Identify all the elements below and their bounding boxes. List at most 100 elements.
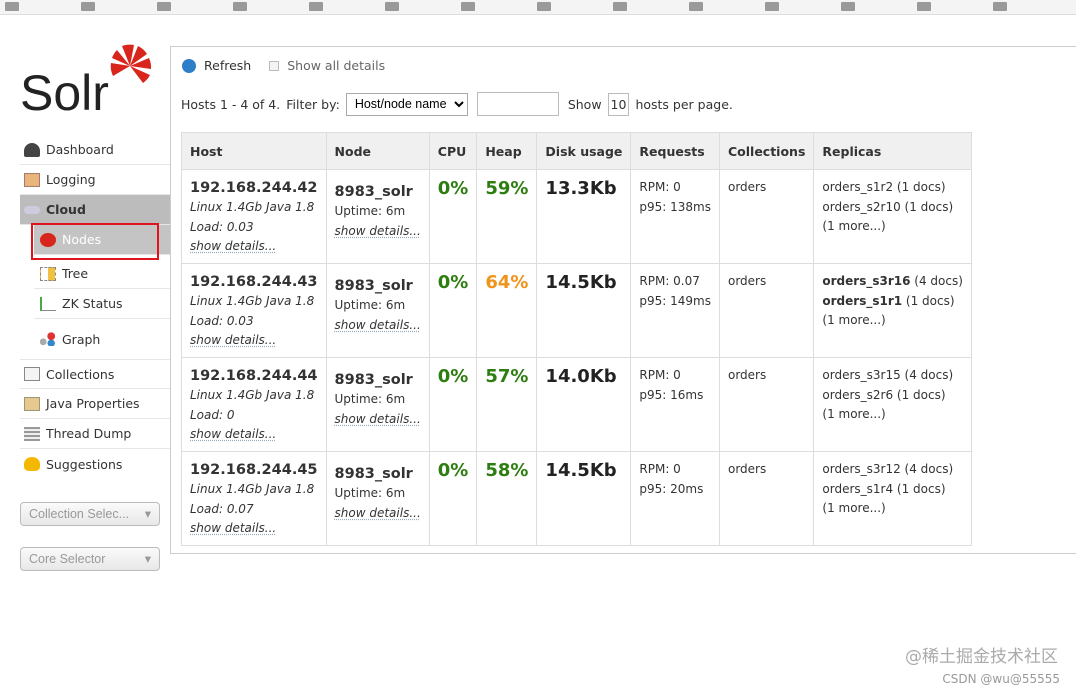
- header-host: Host: [182, 133, 327, 170]
- sidebar-item-dashboard[interactable]: Dashboard: [20, 135, 170, 165]
- solr-nodes-icon: [40, 233, 56, 247]
- core-selector[interactable]: Core Selector ▾: [20, 547, 160, 571]
- collection-link[interactable]: orders: [728, 366, 805, 386]
- host-name: 192.168.244.42: [190, 178, 318, 198]
- graph-icon: [40, 332, 56, 346]
- requests-cell: RPM: 0 p95: 16ms: [631, 358, 720, 452]
- host-system: Linux 1.4Gb Java 1.8: [190, 292, 318, 312]
- sidebar-nav: Dashboard Logging Cloud Nodes Tree ZK St…: [20, 135, 170, 479]
- cpu-value: 0%: [438, 178, 469, 200]
- more-replicas-link[interactable]: (1 more...): [822, 311, 963, 331]
- header-requests: Requests: [631, 133, 720, 170]
- host-show-details-link[interactable]: show details...: [190, 331, 318, 351]
- sidebar-item-suggestions[interactable]: Suggestions: [20, 449, 170, 479]
- sidebar-item-logging[interactable]: Logging: [20, 165, 170, 195]
- host-load: Load: 0.07: [190, 500, 318, 520]
- node-uptime: Uptime: 6m: [335, 202, 421, 222]
- table-row: 192.168.244.43 Linux 1.4Gb Java 1.8 Load: …: [182, 264, 972, 358]
- node-name: 8983_solr: [335, 182, 421, 202]
- heap-value: 59%: [485, 178, 528, 200]
- more-replicas-link[interactable]: (1 more...): [822, 217, 963, 237]
- host-cell: 192.168.244.45 Linux 1.4Gb Java 1.8 Load: …: [182, 452, 327, 546]
- collection-link[interactable]: orders: [728, 178, 805, 198]
- more-replicas-link[interactable]: (1 more...): [822, 499, 963, 519]
- node-show-details-link[interactable]: show details...: [335, 316, 421, 336]
- host-name: 192.168.244.43: [190, 272, 318, 292]
- cpu-cell: 0%: [429, 170, 477, 264]
- replica-name[interactable]: orders_s1r1: [822, 294, 902, 308]
- filter-type-select[interactable]: Host/node name: [346, 93, 468, 116]
- java-properties-icon: [24, 397, 40, 411]
- replica-name[interactable]: orders_s1r2: [822, 180, 893, 194]
- rpm-value: RPM: 0: [639, 178, 711, 198]
- collection-selector[interactable]: Collection Selec... ▾: [20, 502, 160, 526]
- node-uptime: Uptime: 6m: [335, 296, 421, 316]
- cpu-cell: 0%: [429, 452, 477, 546]
- refresh-icon[interactable]: [182, 59, 196, 73]
- more-replicas-link[interactable]: (1 more...): [822, 405, 963, 425]
- hosts-count: Hosts 1 - 4 of 4.: [181, 97, 280, 112]
- sidebar-item-java-properties[interactable]: Java Properties: [20, 389, 170, 419]
- sidebar-item-collections[interactable]: Collections: [20, 359, 170, 389]
- replica-docs: (4 docs): [910, 274, 962, 288]
- node-show-details-link[interactable]: show details...: [335, 222, 421, 242]
- filter-input[interactable]: [477, 92, 559, 116]
- filter-by-label: Filter by:: [286, 97, 340, 112]
- sidebar-item-cloud[interactable]: Cloud: [20, 195, 170, 225]
- sidebar-item-nodes[interactable]: Nodes: [34, 225, 170, 255]
- requests-cell: RPM: 0 p95: 20ms: [631, 452, 720, 546]
- sidebar-item-tree[interactable]: Tree: [34, 259, 170, 289]
- heap-value: 57%: [485, 366, 528, 388]
- sidebar-item-graph[interactable]: Graph: [34, 319, 170, 359]
- replica-name[interactable]: orders_s3r16: [822, 274, 910, 288]
- replica-docs: (4 docs): [901, 462, 953, 476]
- sidebar-item-zk-status[interactable]: ZK Status: [34, 289, 170, 319]
- header-node: Node: [326, 133, 429, 170]
- host-system: Linux 1.4Gb Java 1.8: [190, 198, 318, 218]
- collection-link[interactable]: orders: [728, 272, 805, 292]
- cloud-icon: [24, 206, 40, 214]
- header-replicas: Replicas: [814, 133, 972, 170]
- collections-cell: orders: [719, 170, 813, 264]
- heap-cell: 64%: [477, 264, 537, 358]
- per-page-input[interactable]: 10: [608, 93, 630, 116]
- show-all-details-checkbox[interactable]: [269, 61, 279, 71]
- replica-name[interactable]: orders_s1r4: [822, 482, 893, 496]
- show-label: Show: [568, 97, 602, 112]
- host-cell: 192.168.244.43 Linux 1.4Gb Java 1.8 Load: …: [182, 264, 327, 358]
- replica-name[interactable]: orders_s3r12: [822, 462, 900, 476]
- host-cell: 192.168.244.44 Linux 1.4Gb Java 1.8 Load: …: [182, 358, 327, 452]
- watermark: @稀土掘金技术社区: [905, 647, 1058, 667]
- replica-docs: (4 docs): [901, 368, 953, 382]
- rpm-value: RPM: 0: [639, 460, 711, 480]
- refresh-button[interactable]: Refresh: [204, 58, 251, 73]
- requests-cell: RPM: 0 p95: 138ms: [631, 170, 720, 264]
- solr-logo[interactable]: Solr: [20, 44, 152, 114]
- p95-value: p95: 16ms: [639, 386, 711, 406]
- replicas-cell: orders_s3r15 (4 docs) orders_s2r6 (1 docs…: [814, 358, 972, 452]
- sidebar-item-thread-dump[interactable]: Thread Dump: [20, 419, 170, 449]
- host-system: Linux 1.4Gb Java 1.8: [190, 480, 318, 500]
- node-show-details-link[interactable]: show details...: [335, 410, 421, 430]
- replica-name[interactable]: orders_s2r10: [822, 200, 900, 214]
- dashboard-icon: [24, 143, 40, 157]
- collection-link[interactable]: orders: [728, 460, 805, 480]
- table-row: 192.168.244.44 Linux 1.4Gb Java 1.8 Load: …: [182, 358, 972, 452]
- heap-value: 64%: [485, 272, 528, 294]
- host-show-details-link[interactable]: show details...: [190, 237, 318, 257]
- heap-value: 58%: [485, 460, 528, 482]
- host-show-details-link[interactable]: show details...: [190, 425, 318, 445]
- replicas-cell: orders_s1r2 (1 docs) orders_s2r10 (1 docs…: [814, 170, 972, 264]
- heap-cell: 57%: [477, 358, 537, 452]
- node-name: 8983_solr: [335, 464, 421, 484]
- heap-cell: 59%: [477, 170, 537, 264]
- replicas-cell: orders_s3r12 (4 docs) orders_s1r4 (1 docs…: [814, 452, 972, 546]
- show-all-details-label[interactable]: Show all details: [287, 58, 385, 73]
- logging-icon: [24, 173, 40, 187]
- replica-name[interactable]: orders_s2r6: [822, 388, 893, 402]
- cpu-value: 0%: [438, 366, 469, 388]
- per-page-label: hosts per page.: [635, 97, 732, 112]
- node-show-details-link[interactable]: show details...: [335, 504, 421, 524]
- replica-name[interactable]: orders_s3r15: [822, 368, 900, 382]
- host-show-details-link[interactable]: show details...: [190, 519, 318, 539]
